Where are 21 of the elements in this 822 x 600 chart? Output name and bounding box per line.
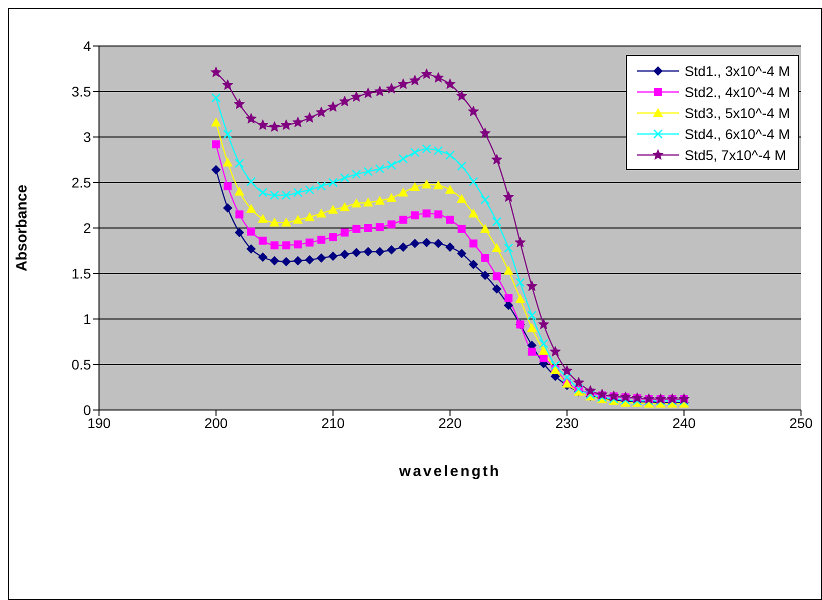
y-tick-label: 1 <box>83 310 92 327</box>
legend-label: Std2., 4x10^-4 M <box>684 84 790 100</box>
legend-label: Std3., 5x10^-4 M <box>684 104 790 120</box>
y-tick-label: 1.5 <box>72 265 92 282</box>
x-tick-label: 230 <box>555 414 579 431</box>
legend-label: Std5, 7x10^-4 M <box>684 146 786 162</box>
x-tick-label: 210 <box>321 414 345 431</box>
y-tick-label: 4 <box>83 38 92 54</box>
x-axis-title: wavelength <box>398 463 501 480</box>
y-tick-label: 2 <box>83 220 92 236</box>
y-tick-label: 2.5 <box>72 174 92 190</box>
x-tick-label: 250 <box>789 414 813 431</box>
x-tick-label: 200 <box>204 414 228 431</box>
y-tick-label: 0.5 <box>72 356 92 372</box>
legend-label: Std1., 3x10^-4 M <box>684 62 790 78</box>
legend-label: Std4., 6x10^-4 M <box>684 126 790 142</box>
y-tick-label: 3 <box>83 128 92 145</box>
x-tick-label: 220 <box>438 414 462 431</box>
y-axis-title: Absorbance <box>13 184 30 272</box>
y-tick-label: 3.5 <box>72 83 92 100</box>
x-tick-label: 240 <box>672 414 696 431</box>
